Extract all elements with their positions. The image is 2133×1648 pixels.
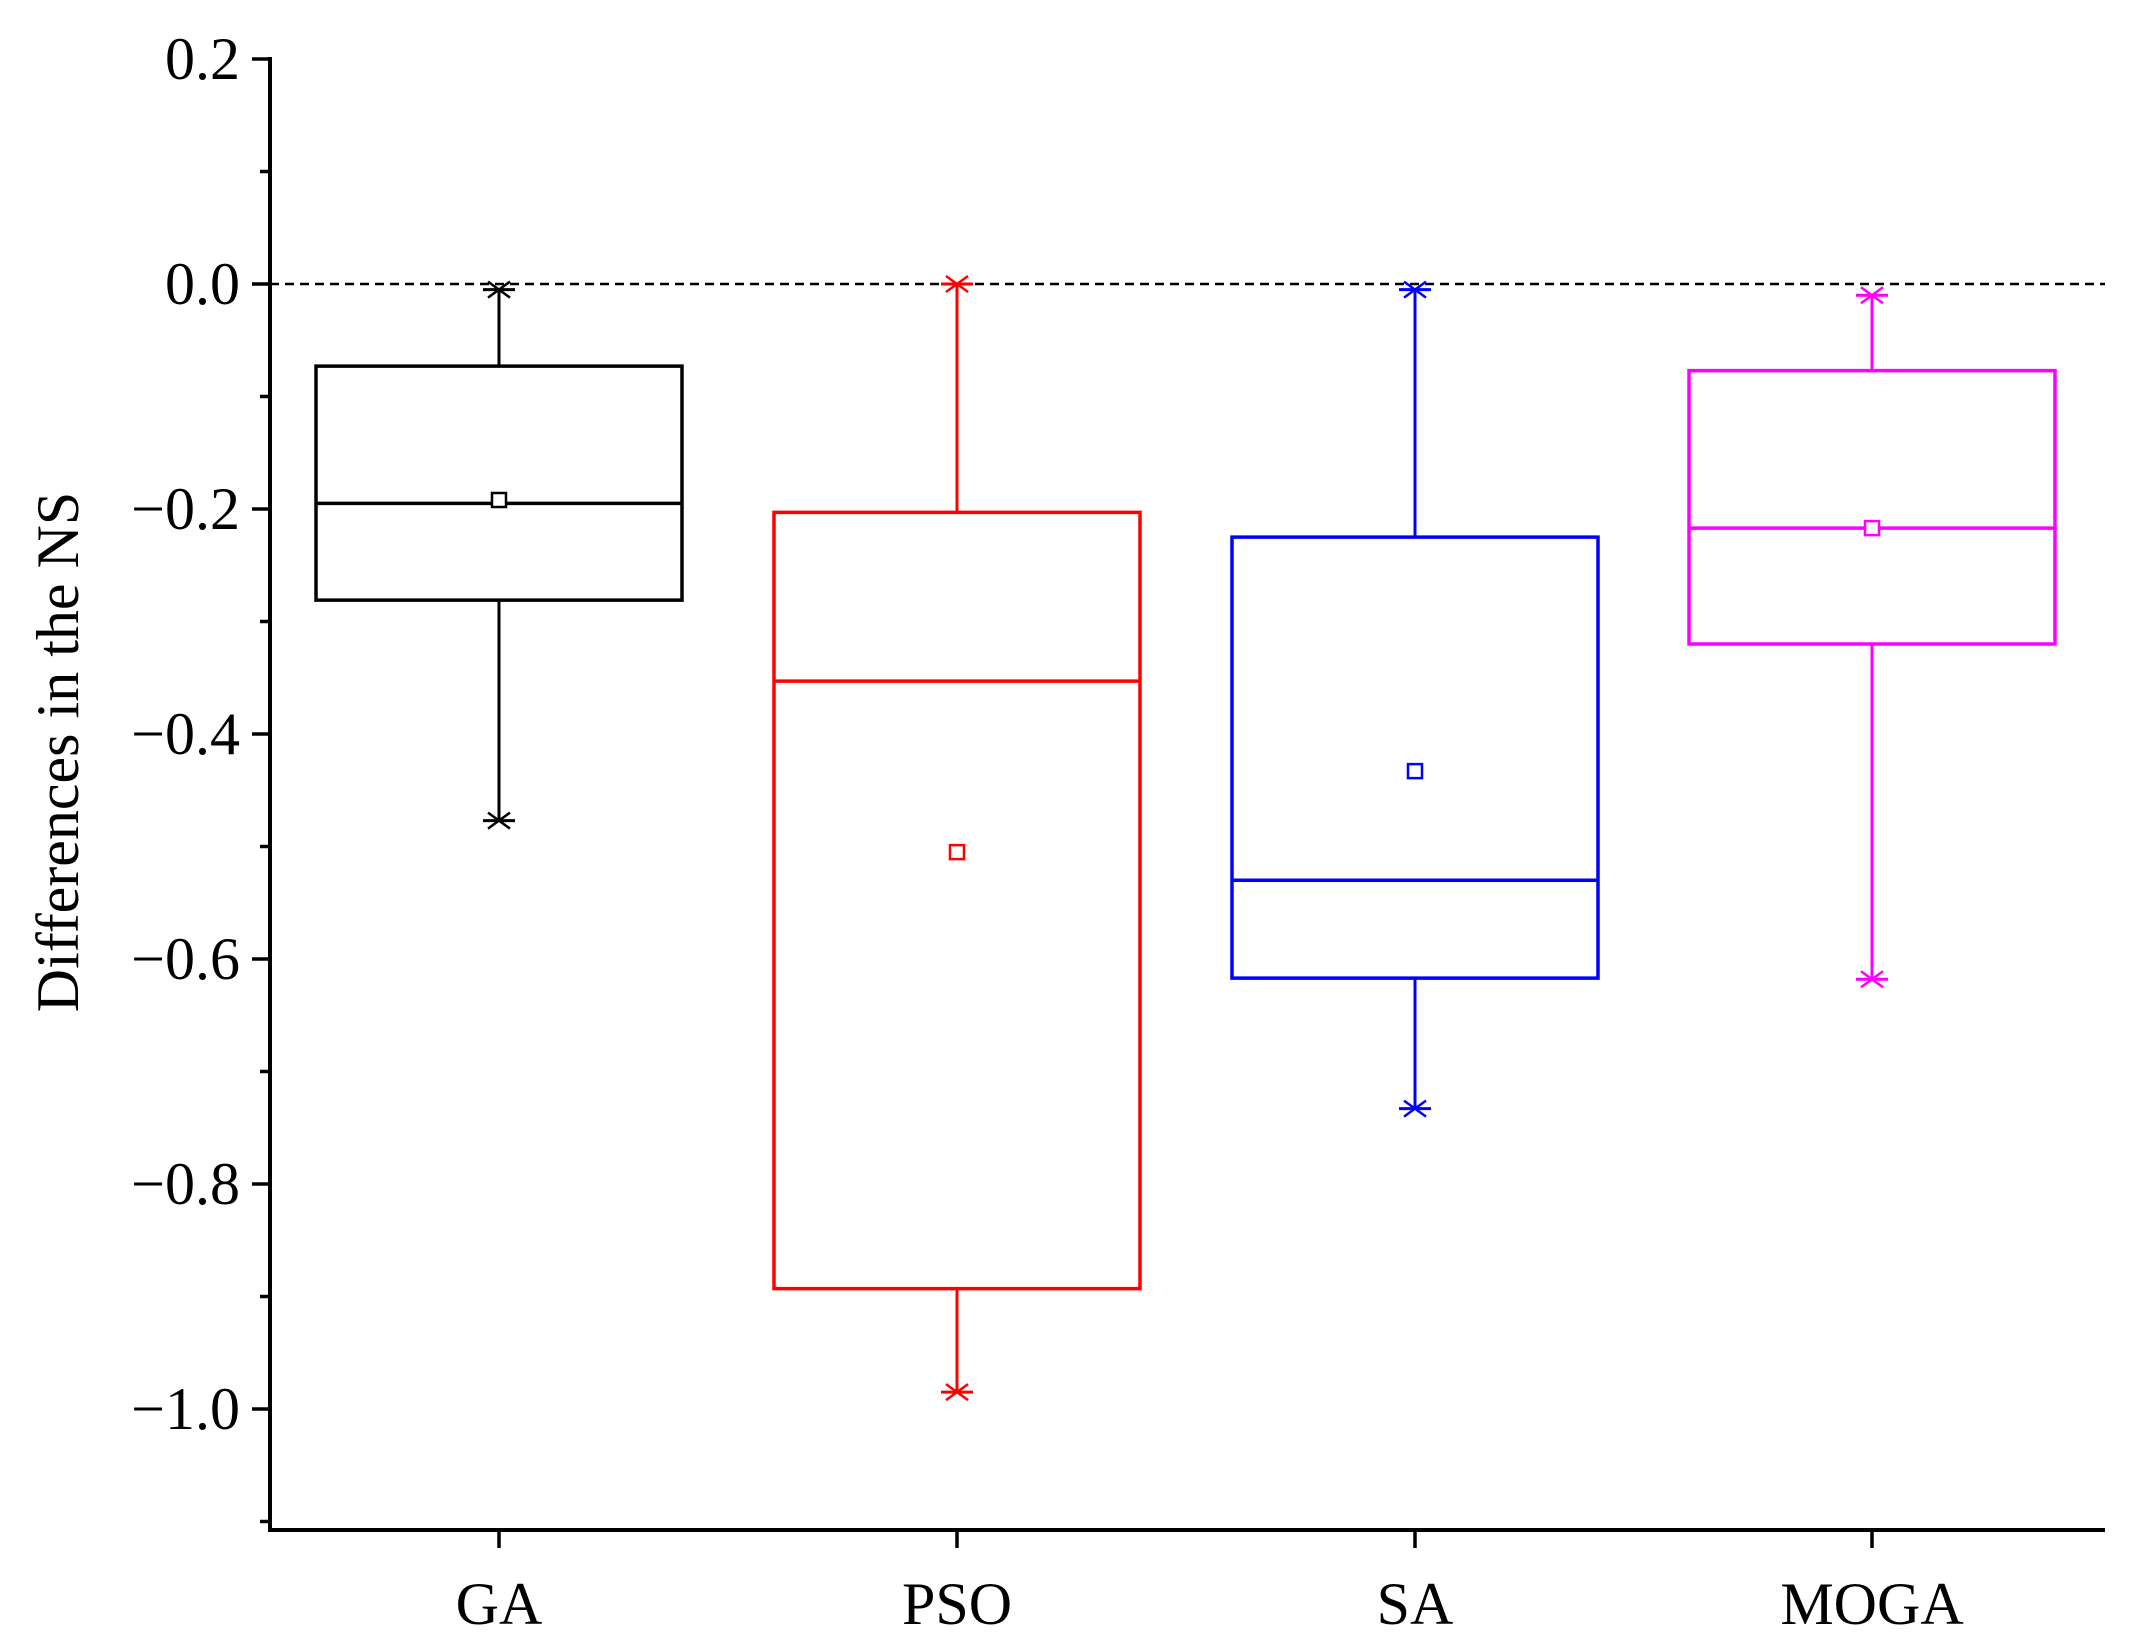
pso-max-marker [945,274,969,294]
ga-min-marker [487,811,511,830]
sa-max-marker [1403,280,1427,299]
sa-mean-marker [1406,762,1424,780]
y-tick-label: −1.0 [131,1376,240,1442]
y-tick-label: 0.2 [165,26,240,92]
x-tick-label-moga: MOGA [1780,1571,1963,1637]
y-tick-label: 0.0 [165,251,240,317]
y-tick-label: −0.2 [131,476,240,542]
ga-max-marker [487,280,511,299]
x-tick-label-ga: GA [456,1571,543,1637]
moga-min-marker [1860,970,1884,989]
y-axis-title: Differences in the NS [25,492,91,1012]
sa-min-marker [1403,1099,1427,1118]
pso-box [772,510,1142,1291]
ga-box [314,364,684,602]
plot-area: 0.2 0.0 −0.2 −0.4 −0.6 −0.8 −1.0 GA PSO SA MOGA [131,26,2105,1637]
y-tick-label: −0.6 [131,926,240,992]
y-tick-label: −0.4 [131,701,240,767]
x-tick-label-pso: PSO [902,1571,1012,1637]
moga-mean-marker [1863,519,1881,537]
moga-max-marker [1860,286,1884,305]
pso-mean-marker [948,843,966,861]
ga-mean-marker [490,491,508,509]
pso-min-marker [945,1383,969,1402]
moga-box [1687,368,2057,646]
sa-box [1230,535,1600,980]
y-tick-label: −0.8 [131,1151,240,1217]
x-tick-label-sa: SA [1377,1571,1454,1637]
